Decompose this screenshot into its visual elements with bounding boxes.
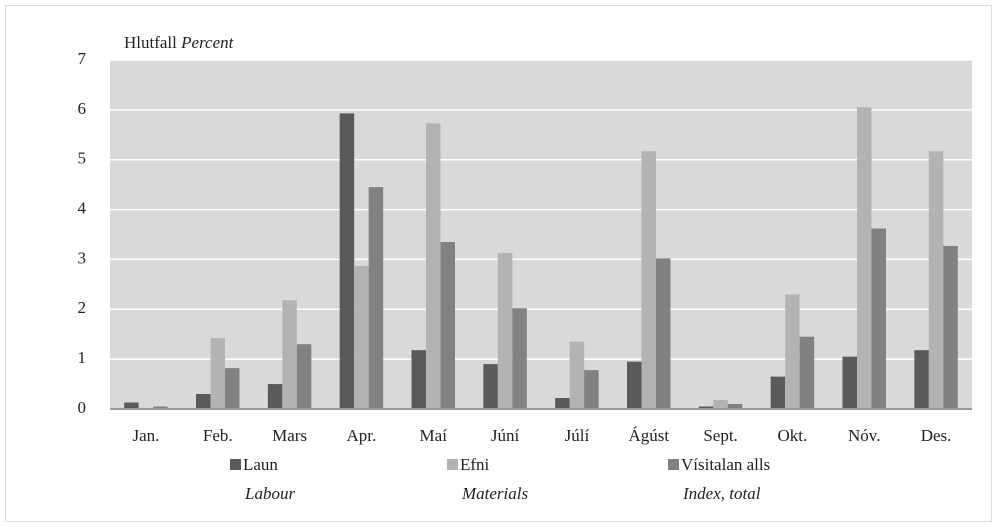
bar	[627, 361, 642, 409]
y-axis-title-en: Percent	[180, 33, 235, 52]
legend-label-en: Index, total	[682, 484, 761, 503]
bar	[196, 394, 211, 409]
x-tick-label: Apr.	[347, 426, 377, 445]
bar	[354, 265, 369, 409]
bar	[555, 398, 570, 409]
x-tick-label: Des.	[921, 426, 952, 445]
bar	[584, 370, 599, 409]
bar	[785, 294, 800, 409]
bar	[770, 376, 786, 409]
bar	[928, 151, 944, 409]
bar	[124, 402, 139, 409]
bar	[871, 228, 886, 409]
bar	[799, 336, 815, 409]
legend-swatch	[668, 459, 679, 470]
x-tick-label: Júlí	[565, 426, 590, 445]
bar	[339, 113, 355, 410]
y-tick-label: 7	[78, 49, 87, 68]
bar	[440, 241, 455, 409]
bar	[426, 123, 441, 409]
bar	[656, 258, 671, 409]
legend-label: Efni	[460, 455, 490, 474]
legend-label-en: Materials	[461, 484, 528, 503]
bar	[296, 344, 312, 409]
bar	[368, 187, 384, 409]
x-tick-label: Sept.	[703, 426, 737, 445]
bar	[411, 350, 426, 409]
bar	[512, 308, 527, 409]
y-tick-label: 6	[78, 99, 87, 118]
bar	[641, 151, 656, 409]
x-tick-label: Nóv.	[848, 426, 880, 445]
bar	[483, 364, 498, 409]
legend-swatch	[447, 459, 458, 470]
y-tick-label: 5	[78, 149, 87, 168]
legend-label-en: Labour	[244, 484, 295, 503]
x-tick-label: Ágúst	[628, 426, 669, 445]
x-tick-label: Mars	[272, 426, 307, 445]
y-tick-label: 0	[78, 398, 87, 417]
bar	[842, 356, 857, 409]
legend-label: Laun	[243, 455, 278, 474]
bar	[210, 338, 225, 409]
bar	[225, 368, 240, 409]
x-tick-label: Maí	[420, 426, 448, 445]
x-tick-label: Feb.	[203, 426, 233, 445]
bar	[153, 406, 168, 409]
y-tick-label: 3	[78, 248, 87, 267]
y-axis-title-is: Hlutfall	[124, 33, 177, 52]
bar	[497, 252, 513, 409]
y-axis-title: Hlutfall Percent	[124, 33, 235, 52]
y-tick-label: 1	[78, 348, 87, 367]
bar	[282, 300, 297, 409]
bar	[857, 107, 872, 409]
bar	[698, 406, 714, 409]
legend-label: Vísitalan alls	[681, 455, 770, 474]
bar	[914, 350, 929, 409]
y-tick-label: 2	[78, 298, 87, 317]
plot-area	[110, 60, 972, 409]
x-tick-label: Júní	[491, 426, 520, 445]
bar	[727, 404, 743, 409]
bar	[943, 245, 958, 409]
y-tick-label: 4	[78, 198, 87, 217]
legend-swatch	[230, 459, 241, 470]
bar	[569, 341, 585, 409]
bar	[267, 384, 283, 409]
x-tick-label: Jan.	[132, 426, 159, 445]
x-tick-label: Okt.	[778, 426, 808, 445]
bar	[713, 400, 728, 409]
